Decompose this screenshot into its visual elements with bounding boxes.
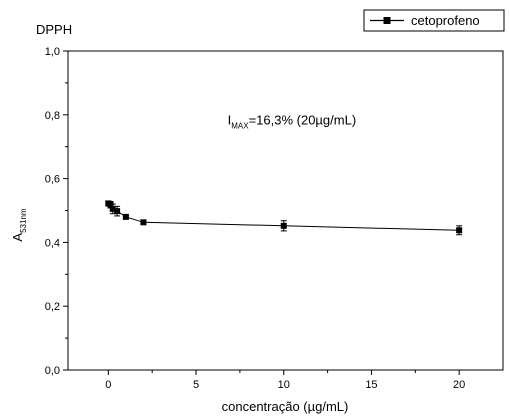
annotation: IMAX=16,3% (20µg/mL) [228,112,357,130]
legend: cetoprofeno [363,9,505,32]
x-tick-label: 0 [105,379,111,391]
y-axis-ticks: 0,0 0,2 0,4 0,6 0,8 1,0 [45,46,68,377]
annotation-main: I [228,112,232,127]
data-point [114,208,121,215]
data-point [140,219,147,226]
legend-label: cetoprofeno [411,13,480,28]
x-tick-label: 20 [453,379,465,391]
legend-marker [383,17,391,24]
chart-title: DPPH [36,22,72,37]
x-axis-label: concentração (µg/mL) [222,399,349,414]
y-tick-label: 0,6 [45,174,60,186]
legend-box [363,9,505,32]
annotation-sub: MAX [231,121,249,130]
y-tick-label: 0,8 [45,110,60,122]
x-axis-ticks: 0 5 10 15 20 [105,370,465,391]
data-point [280,222,287,229]
y-axis-label: A531nm [10,208,28,241]
data-point [456,227,463,234]
y-tick-label: 1,0 [45,46,60,58]
y-axis-label-main: A [10,233,25,242]
data-point [107,201,114,208]
plot-frame [67,50,504,371]
data-point [122,213,129,220]
x-tick-label: 5 [193,379,199,391]
x-tick-label: 10 [278,379,290,391]
data-point [109,205,116,212]
y-tick-label: 0,2 [45,301,60,313]
annotation-rest: =16,3% (20µg/mL) [249,112,357,127]
y-tick-label: 0,0 [45,365,60,377]
y-axis-label-sub: 531nm [19,208,28,233]
x-tick-label: 15 [365,379,377,391]
y-tick-label: 0,4 [45,237,60,249]
series-layer [105,200,463,236]
